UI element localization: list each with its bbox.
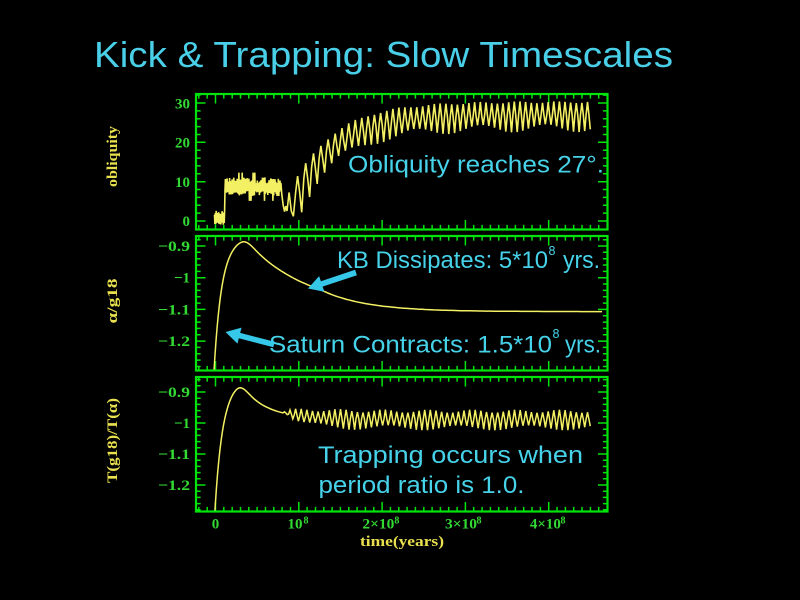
svg-text:−1: −1 bbox=[174, 416, 190, 432]
svg-text:period ratio is 1.0.: period ratio is 1.0. bbox=[319, 472, 525, 499]
svg-text:yrs.: yrs. bbox=[563, 247, 600, 274]
svg-text:20: 20 bbox=[175, 135, 190, 151]
svg-text:yrs.: yrs. bbox=[565, 332, 601, 359]
svg-text:8: 8 bbox=[561, 516, 566, 527]
svg-text:−1.2: −1.2 bbox=[158, 334, 190, 350]
svg-text:10: 10 bbox=[175, 175, 190, 191]
svg-text:Trapping occurs when: Trapping occurs when bbox=[318, 442, 583, 469]
svg-text:3×10: 3×10 bbox=[445, 517, 477, 533]
svg-text:obliquity: obliquity bbox=[105, 125, 121, 187]
svg-text:8: 8 bbox=[304, 516, 309, 527]
svg-text:Kick & Trapping: Slow Timescal: Kick & Trapping: Slow Timescales bbox=[94, 34, 673, 75]
svg-text:8: 8 bbox=[549, 244, 556, 258]
svg-text:α/g18: α/g18 bbox=[105, 279, 121, 324]
svg-text:2×10: 2×10 bbox=[362, 517, 394, 533]
svg-text:0: 0 bbox=[212, 517, 220, 533]
svg-text:−1: −1 bbox=[174, 271, 190, 287]
svg-text:Obliquity reaches 27°.: Obliquity reaches 27°. bbox=[348, 152, 604, 179]
svg-text:−1.2: −1.2 bbox=[158, 478, 190, 494]
svg-text:0: 0 bbox=[183, 214, 191, 230]
svg-text:8: 8 bbox=[553, 327, 560, 341]
svg-text:time(years): time(years) bbox=[360, 534, 444, 550]
svg-text:30: 30 bbox=[175, 97, 190, 113]
svg-text:−0.9: −0.9 bbox=[158, 239, 190, 255]
svg-text:−1.1: −1.1 bbox=[158, 447, 190, 463]
svg-text:T(g18)/T(α): T(g18)/T(α) bbox=[105, 398, 121, 483]
svg-text:Saturn Contracts: 1.5*10: Saturn Contracts: 1.5*10 bbox=[269, 332, 552, 359]
svg-text:10: 10 bbox=[288, 517, 303, 533]
svg-text:−0.9: −0.9 bbox=[158, 385, 190, 401]
svg-text:8: 8 bbox=[394, 516, 399, 527]
svg-text:8: 8 bbox=[477, 516, 482, 527]
svg-text:4×10: 4×10 bbox=[530, 517, 561, 533]
svg-text:KB Dissipates: 5*10: KB Dissipates: 5*10 bbox=[337, 247, 548, 274]
svg-text:−1.1: −1.1 bbox=[158, 302, 190, 318]
